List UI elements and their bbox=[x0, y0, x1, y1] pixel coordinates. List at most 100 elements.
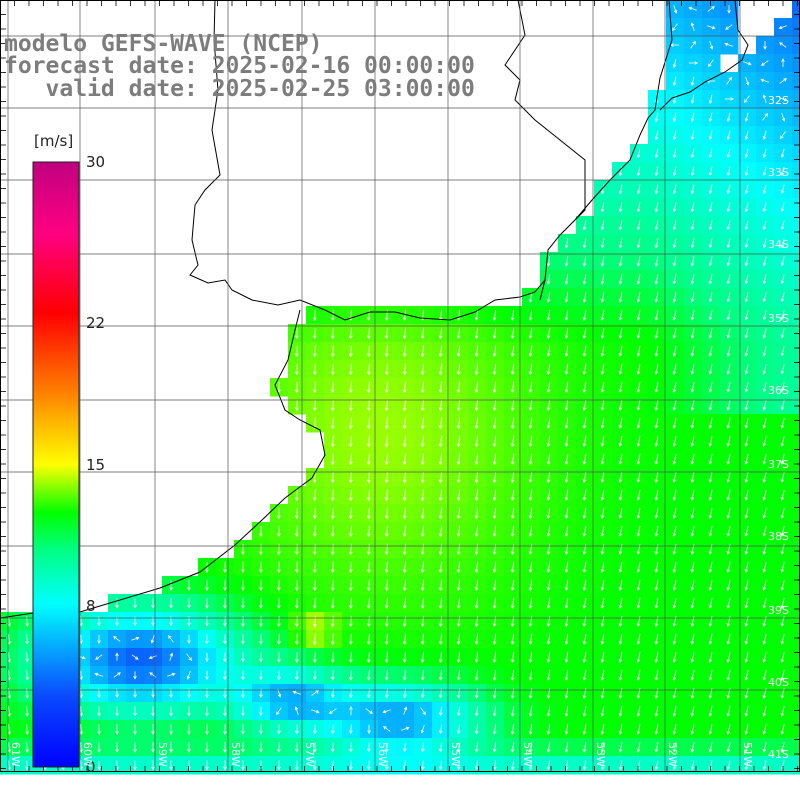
wind-arrow bbox=[708, 238, 713, 249]
wind-arrow bbox=[439, 760, 443, 771]
wind-arrow bbox=[313, 724, 317, 735]
wind-speed-cell bbox=[792, 180, 800, 199]
wind-arrow bbox=[582, 615, 587, 627]
wind-arrow bbox=[367, 309, 371, 322]
wind-arrow bbox=[690, 615, 695, 627]
wind-arrow bbox=[744, 489, 749, 501]
wind-arrow bbox=[510, 760, 515, 771]
wind-arrow bbox=[636, 238, 641, 249]
wind-arrow bbox=[403, 669, 407, 681]
wind-arrow bbox=[762, 94, 767, 104]
wind-arrow bbox=[295, 345, 299, 358]
wind-arrow bbox=[690, 292, 695, 303]
wind-arrow bbox=[672, 112, 677, 123]
wind-arrow bbox=[744, 95, 750, 104]
wind-arrow bbox=[654, 669, 659, 681]
wind-arrow bbox=[25, 741, 29, 753]
wind-arrow bbox=[349, 471, 353, 484]
wind-arrow bbox=[492, 561, 497, 574]
wind-arrow bbox=[708, 148, 713, 159]
wind-arrow bbox=[456, 651, 461, 664]
wind-arrow bbox=[618, 184, 623, 195]
wind-arrow bbox=[510, 327, 515, 340]
wind-arrow bbox=[456, 381, 461, 394]
wind-arrow bbox=[781, 112, 786, 122]
wind-arrow bbox=[726, 166, 731, 177]
wind-arrow bbox=[726, 76, 732, 85]
wind-arrow bbox=[690, 579, 695, 591]
wind-arrow bbox=[546, 273, 551, 285]
wind-arrow bbox=[331, 489, 335, 502]
wind-arrow bbox=[582, 399, 587, 412]
wind-arrow bbox=[672, 471, 677, 483]
wind-arrow bbox=[474, 633, 479, 646]
wind-arrow bbox=[636, 723, 641, 735]
wind-arrow bbox=[277, 688, 282, 698]
wind-arrow bbox=[654, 381, 659, 393]
wind-arrow bbox=[313, 345, 317, 358]
wind-arrow bbox=[600, 507, 605, 519]
wind-arrow bbox=[690, 94, 695, 105]
wind-arrow bbox=[474, 651, 479, 664]
wind-arrow bbox=[331, 327, 335, 340]
wind-arrow bbox=[690, 399, 695, 411]
wind-arrow bbox=[636, 651, 641, 663]
wind-arrow bbox=[474, 742, 479, 753]
wind-arrow bbox=[492, 507, 497, 520]
wind-arrow bbox=[582, 525, 587, 537]
wind-arrow bbox=[762, 579, 767, 591]
wind-arrow bbox=[456, 345, 461, 358]
wind-arrow bbox=[402, 561, 407, 574]
wind-arrow bbox=[636, 417, 641, 429]
wind-arrow bbox=[600, 345, 605, 357]
wind-arrow bbox=[546, 489, 551, 502]
wind-arrow bbox=[744, 525, 749, 537]
wind-arrow bbox=[618, 399, 623, 411]
wind-arrow bbox=[510, 453, 515, 466]
wind-arrow bbox=[781, 58, 785, 67]
wind-arrow bbox=[277, 742, 281, 753]
wind-arrow bbox=[744, 256, 749, 267]
wind-arrow bbox=[762, 130, 767, 140]
wind-arrow bbox=[726, 633, 731, 645]
wind-arrow bbox=[528, 543, 533, 556]
wind-arrow bbox=[328, 708, 337, 714]
wind-arrow bbox=[367, 597, 371, 610]
wind-arrow bbox=[420, 381, 425, 394]
wind-speed-cell bbox=[792, 522, 800, 541]
wind-arrow bbox=[762, 453, 767, 465]
wind-arrow bbox=[600, 723, 605, 735]
wind-arrow bbox=[510, 615, 515, 628]
wind-arrow bbox=[510, 561, 515, 574]
wind-arrow bbox=[690, 453, 695, 465]
wind-arrow bbox=[439, 724, 443, 735]
wind-arrow bbox=[367, 670, 371, 681]
wind-arrow bbox=[402, 489, 407, 502]
longitude-label: 51W bbox=[741, 742, 754, 767]
wind-arrow bbox=[510, 633, 515, 646]
wind-arrow bbox=[313, 327, 317, 340]
wind-arrow bbox=[402, 633, 407, 646]
wind-arrow bbox=[618, 471, 623, 483]
wind-arrow bbox=[672, 417, 677, 429]
wind-speed-cell bbox=[792, 162, 800, 181]
wind-arrow bbox=[690, 417, 695, 429]
wind-arrow bbox=[618, 291, 623, 303]
wind-arrow bbox=[726, 507, 731, 519]
wind-speed-cell bbox=[792, 198, 800, 217]
wind-arrow bbox=[294, 706, 299, 716]
wind-arrow bbox=[528, 417, 533, 430]
wind-arrow bbox=[528, 705, 533, 717]
wind-arrow bbox=[313, 507, 317, 520]
wind-arrow bbox=[672, 202, 677, 213]
wind-arrow bbox=[474, 507, 479, 520]
wind-arrow bbox=[708, 274, 713, 285]
wind-arrow bbox=[402, 525, 407, 538]
wind-arrow bbox=[115, 652, 119, 661]
wind-arrow bbox=[259, 652, 263, 663]
wind-arrow bbox=[600, 399, 605, 411]
longitude-label: 52W bbox=[666, 742, 679, 767]
wind-arrow bbox=[780, 400, 785, 411]
wind-arrow bbox=[690, 760, 695, 771]
wind-arrow bbox=[582, 274, 587, 285]
